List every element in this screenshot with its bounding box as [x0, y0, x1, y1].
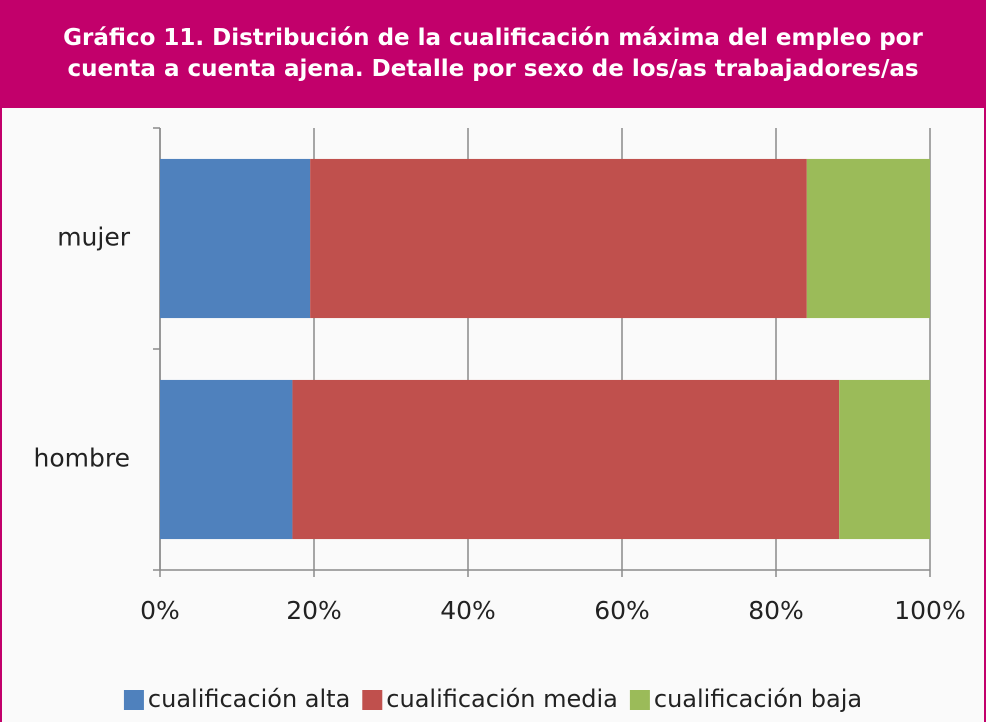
chart-title: Gráfico 11. Distribución de la cualifica…: [63, 25, 923, 82]
bar-segment: [160, 158, 311, 319]
bar-segment: [806, 158, 930, 319]
legend-label: cualificación media: [386, 685, 618, 713]
legend-swatch: [629, 690, 650, 710]
header: Gráfico 11. Distribución de la cualifica…: [2, 0, 984, 108]
y-tick-label: hombre: [34, 444, 130, 473]
x-tick-label: 40%: [440, 596, 496, 625]
legend-label: cualificación alta: [148, 685, 350, 713]
legend-label: cualificación baja: [654, 685, 862, 713]
x-tick-label: 20%: [286, 596, 342, 625]
x-tick-label: 100%: [894, 596, 965, 625]
bar-segment: [310, 158, 807, 319]
bar-segment: [160, 379, 293, 540]
bar-segment: [292, 379, 840, 540]
x-tick-label: 0%: [140, 596, 180, 625]
bar-segment: [839, 379, 930, 540]
legend-swatch: [362, 690, 383, 710]
x-tick-label: 80%: [748, 596, 804, 625]
y-tick-label: mujer: [57, 223, 131, 252]
legend-swatch: [123, 690, 144, 710]
chart: 0% 20% 40% 60% 80% 100% mujer hombre cualificaci…: [34, 127, 966, 713]
x-tick-label: 60%: [594, 596, 650, 625]
